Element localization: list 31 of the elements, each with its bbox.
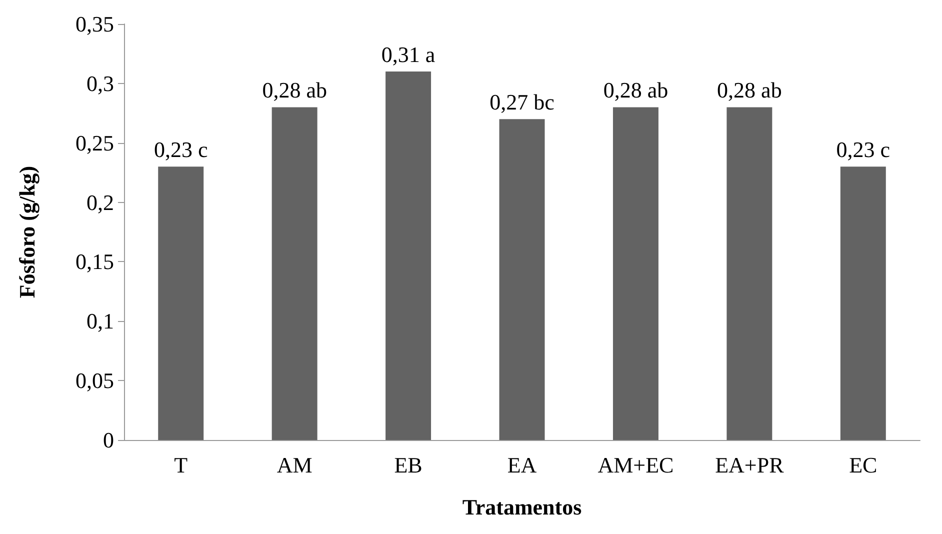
data-label: 0,27 bc [490,90,555,115]
data-label: 0,23 c [836,137,890,162]
x-tick-label: AM [276,452,312,478]
x-tick-label: T [174,452,188,478]
data-label: 0,23 c [154,137,208,162]
bar [840,166,886,440]
bar [726,107,772,440]
bar [386,72,432,440]
data-label: 0,28 ab [603,78,668,103]
y-tick-label: 0,25 [76,130,114,156]
data-label: 0,31 a [381,42,436,68]
bar [612,107,658,440]
x-tick-label: EA+PR [715,452,784,478]
y-tick-label: 0,15 [76,249,114,274]
bar [158,166,204,440]
x-tick-label: AM+EC [598,452,674,478]
x-tick-label: EB [394,452,422,478]
data-label: 0,28 ab [262,78,327,103]
data-label: 0,28 ab [717,78,782,103]
y-tick-label: 0,2 [86,190,114,215]
bar [499,119,545,440]
x-tick-label: EC [849,452,878,478]
y-tick-label: 0,1 [86,308,114,334]
y-tick-label: 0,05 [76,368,114,394]
x-axis-title: Tratamentos [462,494,582,520]
bar [272,107,318,440]
y-tick-label: 0 [103,428,114,452]
x-tick-label: EA [507,452,537,478]
y-tick-label: 0,3 [86,70,114,96]
y-axis-title: Fósforo (g/kg) [14,166,40,298]
y-tick-label: 0,35 [76,12,114,36]
